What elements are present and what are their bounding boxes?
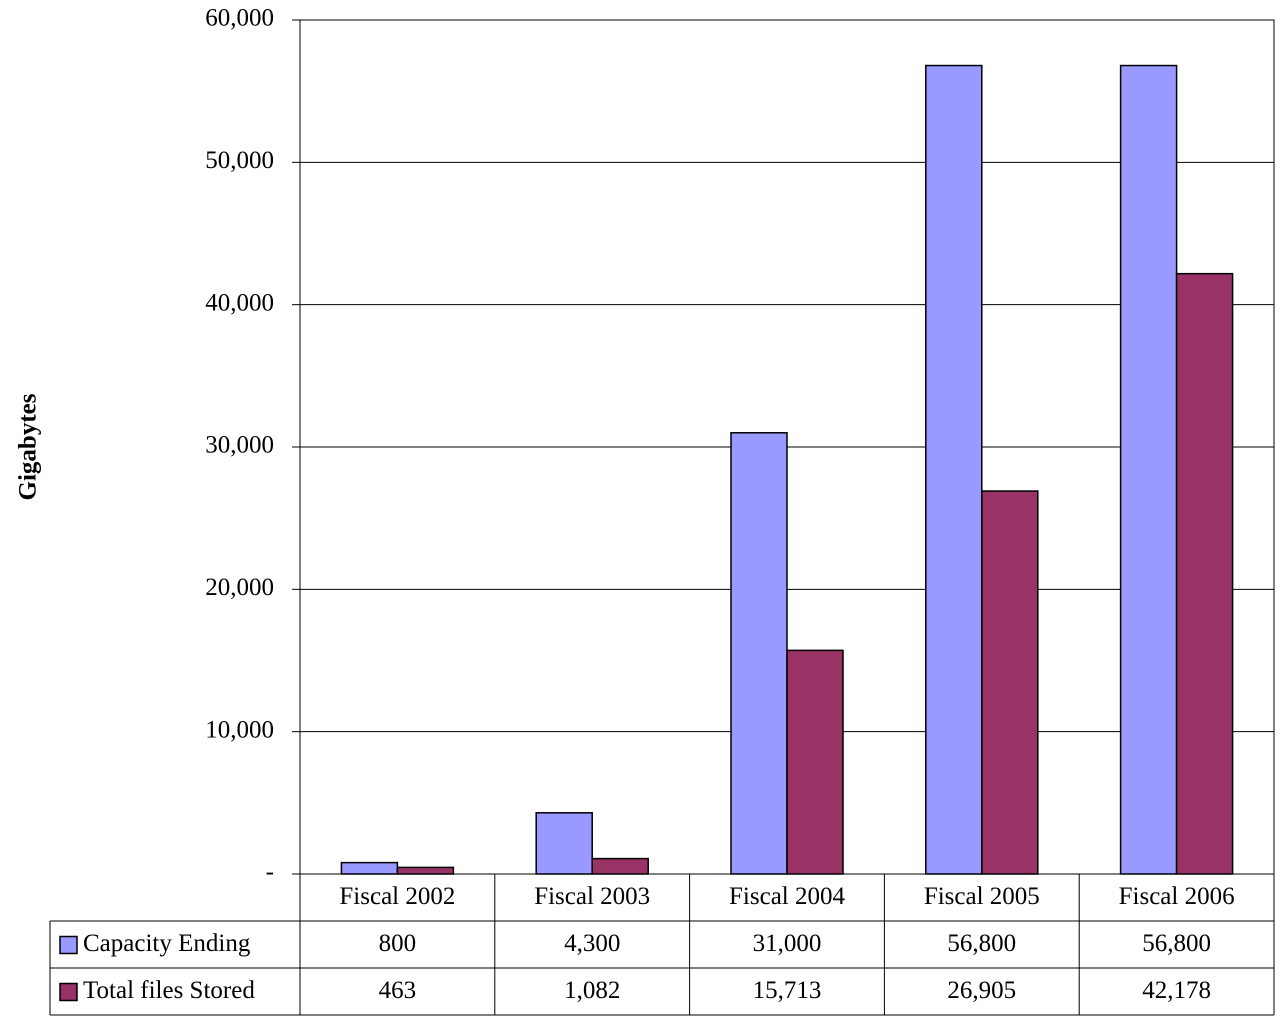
data-table-value: 4,300 (564, 930, 620, 957)
bar-total-files-stored (981, 490, 1039, 875)
data-table-value: 1,082 (564, 977, 620, 1004)
y-tick-label: 10,000 (205, 716, 274, 743)
y-tick-label: 60,000 (205, 5, 274, 32)
data-table-value: 26,905 (947, 977, 1016, 1004)
bar-total-files-stored (1175, 272, 1234, 875)
x-category-label: Fiscal 2004 (729, 883, 845, 910)
data-table-value: 15,713 (753, 977, 822, 1004)
x-category-label: Fiscal 2002 (339, 883, 455, 910)
x-category-label: Fiscal 2006 (1119, 883, 1235, 910)
bar-capacity-ending (1119, 64, 1178, 875)
bar-total-files-stored (396, 866, 455, 875)
data-table-value: 800 (379, 930, 417, 957)
bar-capacity-ending (535, 812, 593, 875)
bar-capacity-ending (925, 64, 983, 875)
data-table-value: 31,000 (753, 930, 822, 957)
legend-key-capacity-ending (59, 935, 78, 955)
bar-total-files-stored (591, 857, 649, 875)
data-table-value: 42,178 (1142, 977, 1211, 1004)
y-tick-label: 50,000 (205, 147, 274, 174)
legend-label: Capacity Ending (83, 930, 251, 957)
data-table-value: 56,800 (947, 930, 1016, 957)
bar-total-files-stored (786, 649, 844, 875)
data-table-value: 56,800 (1142, 930, 1211, 957)
data-table-value: 463 (379, 977, 417, 1004)
y-tick-label: 30,000 (205, 432, 274, 459)
legend-key-total-files-stored (59, 982, 78, 1002)
y-tick-label: 20,000 (205, 574, 274, 601)
x-category-label: Fiscal 2005 (924, 883, 1040, 910)
x-category-label: Fiscal 2003 (534, 883, 650, 910)
bar-capacity-ending (340, 861, 399, 875)
bar-capacity-ending (730, 432, 788, 875)
y-axis-title: Gigabytes (15, 393, 42, 500)
y-tick-label: 40,000 (205, 289, 274, 316)
legend-label: Total files Stored (83, 977, 255, 1004)
y-tick-label: - (266, 859, 274, 886)
